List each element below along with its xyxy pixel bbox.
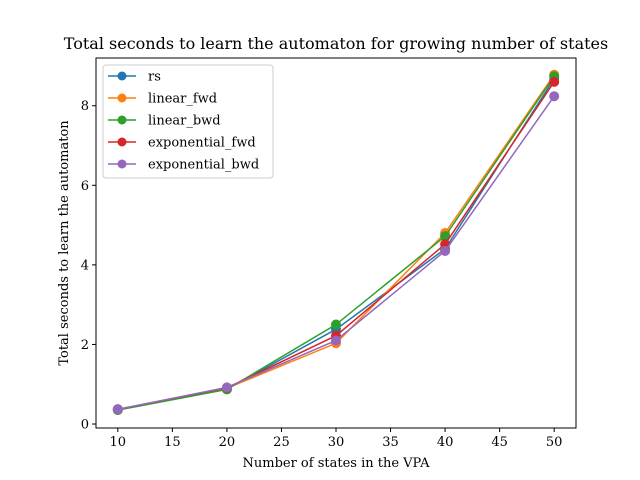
x-axis-label: Number of states in the VPA bbox=[243, 456, 431, 471]
legend-item: exponential_bwd bbox=[108, 158, 259, 173]
x-tick-label: 40 bbox=[437, 435, 454, 450]
series-group bbox=[112, 69, 560, 416]
x-tick-label: 25 bbox=[273, 435, 290, 450]
y-tick-label: 8 bbox=[81, 99, 89, 114]
legend: rs linear_fwd linear_bwd exponential_fwdexp… bbox=[102, 64, 274, 179]
legend-item: linear_bwd bbox=[108, 114, 221, 129]
data-point bbox=[112, 404, 123, 415]
series-exponential_bwd bbox=[112, 91, 560, 415]
data-point bbox=[331, 335, 341, 346]
y-tick-label: 2 bbox=[81, 338, 89, 353]
x-axis: 10 15 20 25 30 35 40 45 50 bbox=[110, 428, 563, 450]
y-tick-label: 4 bbox=[81, 258, 89, 273]
legend-label: exponential_fwd bbox=[148, 136, 256, 151]
legend-label: rs bbox=[148, 70, 161, 85]
x-tick-label: 20 bbox=[219, 435, 236, 450]
plot-frame bbox=[95, 57, 577, 429]
legend-item: linear_fwd bbox=[108, 92, 217, 107]
chart-title: Total seconds to learn the automaton for… bbox=[64, 34, 608, 53]
legend-marker bbox=[117, 93, 127, 103]
y-tick-label: 6 bbox=[81, 179, 89, 194]
data-point bbox=[331, 319, 341, 330]
x-tick-label: 10 bbox=[110, 435, 127, 450]
x-tick-label: 45 bbox=[491, 435, 508, 450]
y-axis-label: Total seconds to learn the automaton bbox=[57, 120, 72, 366]
legend-label: linear_bwd bbox=[148, 114, 221, 129]
x-tick-label: 15 bbox=[164, 435, 181, 450]
y-axis: 0 2 4 6 8 bbox=[81, 99, 96, 433]
x-tick-label: 30 bbox=[328, 435, 345, 450]
legend-marker bbox=[117, 71, 127, 81]
legend-marker bbox=[117, 115, 127, 125]
legend-marker bbox=[117, 159, 127, 169]
legend-label: linear_fwd bbox=[148, 92, 217, 107]
x-tick-label: 50 bbox=[546, 435, 563, 450]
data-point bbox=[440, 245, 451, 256]
x-tick-label: 35 bbox=[382, 435, 399, 450]
legend-item: exponential_fwd bbox=[108, 136, 256, 151]
data-point bbox=[221, 382, 232, 393]
data-point bbox=[549, 76, 560, 87]
data-point bbox=[549, 91, 560, 102]
y-tick-label: 0 bbox=[81, 418, 89, 433]
legend-marker bbox=[117, 137, 127, 147]
legend-label: exponential_bwd bbox=[148, 158, 259, 173]
legend-item: rs bbox=[108, 70, 161, 85]
legend-box bbox=[102, 64, 274, 179]
